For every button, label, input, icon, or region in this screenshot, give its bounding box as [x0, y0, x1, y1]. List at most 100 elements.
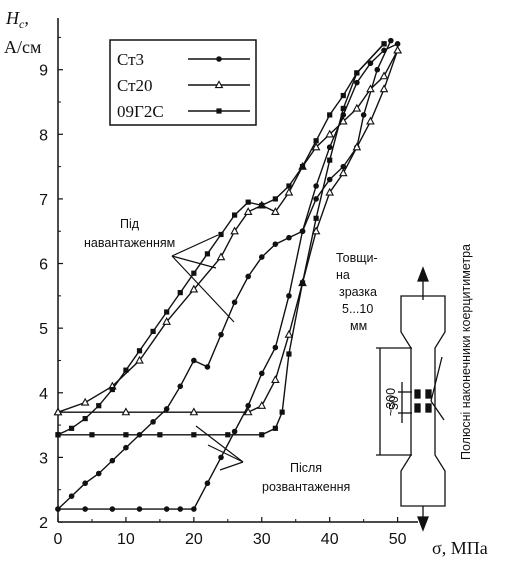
data-point	[123, 444, 129, 451]
data-point	[286, 234, 292, 241]
data-point	[204, 251, 211, 257]
data-point	[313, 183, 319, 189]
loading-pointer-1	[171, 234, 219, 257]
data-point	[381, 41, 387, 47]
data-point	[225, 432, 231, 438]
legend: Ст3 Ст20 09Г2С	[109, 39, 257, 126]
pole-tip-4	[425, 403, 432, 413]
data-point	[393, 45, 402, 54]
data-point	[259, 202, 265, 208]
data-point	[109, 506, 116, 512]
poles-pointer-1	[430, 356, 443, 402]
data-point	[354, 70, 360, 76]
data-point	[150, 328, 156, 334]
data-point	[189, 407, 199, 416]
data-point	[204, 364, 211, 370]
loading-label-line2: навантаженням	[84, 236, 175, 250]
data-point	[271, 207, 280, 215]
data-point	[123, 367, 129, 373]
y-tick-label: 5	[39, 321, 48, 338]
poles-label: Полюсні наконечники коерцитиметра	[459, 244, 473, 460]
x-tick-label: 30	[253, 531, 271, 548]
data-point	[367, 60, 374, 67]
data-point	[82, 480, 88, 487]
axes: 0 10 20 30 40 50 2 3 4 5 6 7 8 9	[39, 18, 418, 548]
data-point	[299, 280, 306, 286]
data-point	[218, 231, 224, 238]
legend-marker	[216, 56, 222, 62]
legend-marker	[216, 108, 222, 114]
bottom-arrow-head	[417, 516, 429, 532]
dim-300-label: ~300	[384, 388, 398, 416]
data-point	[245, 199, 251, 205]
data-point	[109, 457, 116, 464]
unloading-pointer-2	[207, 444, 244, 463]
data-point	[325, 129, 335, 138]
data-point	[123, 432, 129, 438]
top-arrow-head	[417, 266, 429, 282]
data-point	[360, 112, 367, 118]
thickness-line5: мм	[350, 319, 367, 333]
data-point	[243, 207, 253, 215]
data-point	[366, 84, 375, 93]
data-point	[286, 351, 292, 357]
data-point	[68, 493, 75, 499]
series-line-loading	[57, 43, 398, 510]
data-point	[286, 183, 292, 189]
data-point	[374, 66, 381, 73]
data-point	[191, 270, 197, 276]
legend-label: Ст20	[117, 76, 153, 95]
data-point	[231, 428, 238, 435]
data-point	[394, 41, 401, 47]
data-point	[272, 241, 279, 247]
y-tick-label: 3	[39, 450, 48, 467]
x-tick-label: 0	[54, 531, 63, 548]
pole-tip-3	[414, 403, 421, 413]
data-point	[311, 226, 321, 235]
data-point	[340, 163, 347, 170]
series-line-loading	[57, 43, 385, 436]
data-point	[354, 79, 360, 86]
data-point	[191, 506, 197, 512]
data-point	[55, 506, 61, 512]
annotation-loading: Під навантаженням	[84, 217, 235, 323]
data-point	[68, 425, 75, 431]
data-point	[243, 407, 253, 416]
data-point	[157, 432, 163, 438]
data-point	[284, 187, 294, 196]
data-point	[230, 226, 239, 235]
data-point	[258, 370, 265, 377]
series-line-unloading	[58, 43, 385, 436]
data-point	[352, 142, 362, 151]
data-point	[279, 409, 285, 415]
data-point	[218, 454, 224, 461]
data-point	[245, 273, 251, 280]
loading-pointer-2	[171, 255, 217, 269]
data-point	[150, 419, 156, 425]
data-point	[136, 506, 143, 512]
x-tick-label: 50	[389, 531, 407, 548]
data-point	[164, 309, 170, 315]
thickness-line2: на	[336, 268, 350, 282]
poles-pointer-2	[430, 400, 445, 421]
data-point	[177, 383, 184, 390]
unloading-pointer-1	[195, 425, 244, 463]
thickness-line3: зразка	[339, 285, 377, 299]
annotation-unloading: Після розвантаження	[195, 425, 350, 494]
data-point	[177, 290, 183, 296]
data-point	[338, 116, 348, 125]
data-point	[55, 432, 61, 438]
data-point	[218, 331, 224, 338]
data-point	[121, 407, 131, 416]
data-point	[286, 293, 292, 299]
data-point	[191, 432, 197, 438]
unloading-pointer-3	[219, 461, 244, 471]
data-point	[272, 344, 279, 351]
data-point	[232, 212, 238, 218]
dim-50-label: 50	[387, 396, 401, 410]
legend-label: Ст3	[117, 50, 144, 69]
data-point	[82, 416, 88, 422]
data-point	[204, 480, 211, 487]
data-point	[272, 196, 278, 202]
data-point	[313, 138, 319, 144]
